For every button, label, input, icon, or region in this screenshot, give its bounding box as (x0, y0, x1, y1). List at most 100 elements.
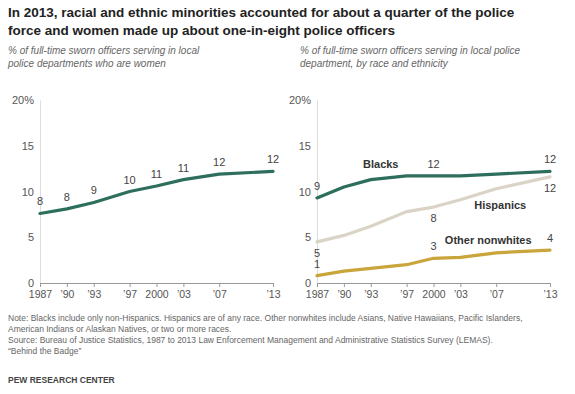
x-tick-mark (183, 283, 184, 287)
x-tick-mark (130, 283, 131, 287)
x-tick-mark (157, 283, 158, 287)
chart-svg: In 2013, racial and ethnic minorities ac… (0, 0, 575, 394)
y-tick-label: 5 (28, 231, 34, 243)
plot-area (317, 171, 550, 275)
x-tick-label: 1987 (306, 288, 330, 300)
data-label: 10 (123, 174, 135, 186)
data-label: 8 (430, 212, 436, 224)
data-label: 9 (91, 184, 97, 196)
x-tick-label: ’97 (400, 288, 414, 300)
y-tick-label: 15 (299, 140, 311, 152)
y-tick: 0 (305, 277, 317, 289)
data-label: 12 (267, 153, 279, 165)
x-tick-label: ’90 (60, 288, 74, 300)
title: force and women made up about one-in-eig… (8, 23, 395, 38)
x-tick-label: ’03 (454, 288, 468, 300)
note: Note: Blacks include only non-Hispanics.… (8, 313, 523, 323)
x-tick: ’03 (177, 283, 191, 300)
y-tick-label: 10 (299, 186, 311, 198)
x-tick-mark (273, 283, 274, 287)
y-tick-label: 20% (12, 94, 34, 106)
series-line (317, 250, 550, 276)
chart-panel: % of full-time sworn officers serving in… (7, 45, 281, 300)
y-axis: 05101520% (12, 94, 41, 289)
y-tick: 20% (289, 94, 317, 106)
x-tick: 1987 (29, 283, 53, 300)
credit: PEW RESEARCH CENTER (8, 375, 115, 385)
x-tick-mark (550, 283, 551, 287)
title: In 2013, racial and ethnic minorities ac… (8, 5, 515, 20)
chart-panel: % of full-time sworn officers serving in… (289, 45, 558, 300)
x-tick-label: 2000 (145, 288, 169, 300)
x-tick-label: ’97 (123, 288, 137, 300)
series-label: Hispanics (474, 199, 526, 211)
x-tick: ’90 (60, 283, 74, 300)
x-tick-label: ’13 (266, 288, 280, 300)
x-tick: ’03 (454, 283, 468, 300)
x-tick: ’07 (490, 283, 504, 300)
data-label: 9 (314, 180, 320, 192)
y-tick-label: 0 (28, 277, 34, 289)
x-tick-label: ’07 (490, 288, 504, 300)
data-label: 12 (427, 158, 439, 170)
x-tick-label: ’93 (87, 288, 101, 300)
subtitle: % of full-time sworn officers serving in… (300, 45, 521, 56)
y-tick: 20% (12, 94, 40, 106)
x-tick: 1987 (306, 283, 330, 300)
series-line (317, 177, 550, 242)
x-tick-mark (407, 283, 408, 287)
subtitle: % of full-time sworn officers serving in… (8, 45, 200, 56)
x-tick-label: 2000 (422, 288, 446, 300)
x-tick-label: ’93 (364, 288, 378, 300)
x-tick-label: ’13 (543, 288, 557, 300)
data-label: 12 (544, 153, 556, 165)
y-axis-line (40, 101, 41, 284)
data-label: 4 (547, 232, 553, 244)
x-axis-line (41, 284, 274, 288)
x-tick-mark (434, 283, 435, 287)
y-tick-label: 5 (305, 231, 311, 243)
x-tick-mark (317, 283, 318, 287)
labels: 91212Blacks5812Hispanics134Other nonwhit… (314, 153, 556, 269)
x-tick-label: ’03 (177, 288, 191, 300)
data-label: 11 (151, 168, 162, 180)
x-tick-mark (94, 283, 95, 287)
y-tick-label: 20% (289, 94, 311, 106)
y-tick: 5 (28, 231, 40, 243)
labels: 8891011111212 (37, 153, 279, 207)
data-label: 12 (544, 182, 556, 194)
note: American Indians or Alaskan Natives, or … (8, 324, 231, 334)
x-tick: ’13 (543, 283, 557, 300)
chart-root: In 2013, racial and ethnic minorities ac… (0, 0, 575, 394)
x-tick: ’93 (87, 283, 101, 300)
note: Source: Bureau of Justice Statistics, 19… (8, 335, 493, 345)
x-tick: 2000 (422, 283, 446, 300)
data-label: 1 (314, 258, 320, 270)
x-tick-label: ’90 (337, 288, 351, 300)
y-tick: 15 (299, 140, 317, 152)
x-tick: ’97 (123, 283, 137, 300)
x-tick-mark (460, 283, 461, 287)
x-tick-mark (344, 283, 345, 287)
y-tick: 15 (22, 140, 40, 152)
x-axis-line (318, 284, 551, 288)
data-label: 11 (178, 162, 189, 174)
x-axis: 1987 ’90 ’93 ’97 2000 ’03 ’07 ’13 (29, 283, 281, 300)
data-label: 8 (64, 191, 70, 203)
subtitle: police departments who are women (7, 58, 166, 69)
x-tick: ’13 (266, 283, 280, 300)
x-axis: 1987 ’90 ’93 ’97 2000 ’03 ’07 ’13 (306, 283, 558, 300)
x-tick-label: ’07 (213, 288, 227, 300)
x-tick: ’93 (364, 283, 378, 300)
series-label: Blacks (363, 158, 398, 170)
data-label: 8 (37, 195, 43, 207)
x-tick-label: 1987 (29, 288, 53, 300)
x-tick-mark (67, 283, 68, 287)
x-tick-mark (40, 283, 41, 287)
y-tick: 5 (305, 231, 317, 243)
note: “Behind the Badge” (8, 346, 81, 356)
y-tick-label: 15 (22, 140, 34, 152)
subtitle: department, by race and ethnicity (300, 58, 449, 69)
x-tick-mark (219, 283, 220, 287)
y-tick-label: 0 (305, 277, 311, 289)
